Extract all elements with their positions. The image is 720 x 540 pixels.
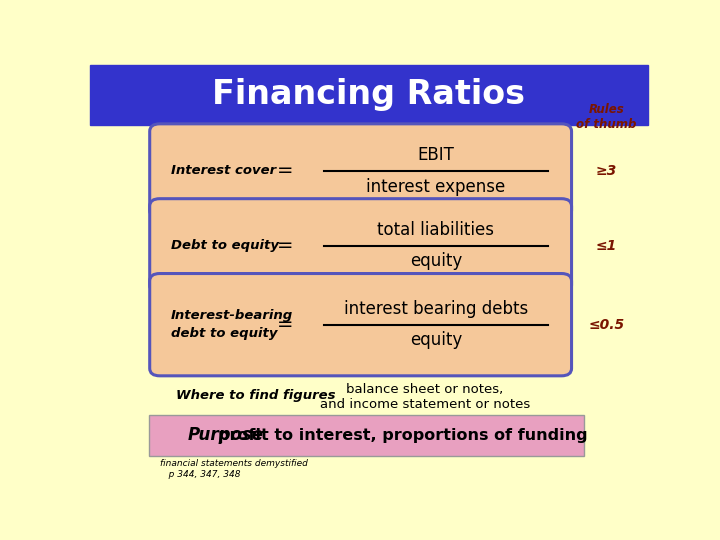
Text: ≤0.5: ≤0.5 bbox=[588, 318, 624, 332]
Text: balance sheet or notes,
and income statement or notes: balance sheet or notes, and income state… bbox=[320, 383, 530, 411]
Text: Purpose: Purpose bbox=[188, 426, 264, 444]
Text: Interest-bearing: Interest-bearing bbox=[171, 309, 293, 322]
Text: =: = bbox=[277, 161, 294, 180]
Text: interest bearing debts: interest bearing debts bbox=[344, 300, 528, 318]
Text: equity: equity bbox=[410, 332, 462, 349]
Text: financial statements demystified
   p 344, 347, 348: financial statements demystified p 344, … bbox=[160, 459, 307, 478]
Text: total liabilities: total liabilities bbox=[377, 221, 495, 239]
FancyBboxPatch shape bbox=[150, 199, 572, 293]
FancyBboxPatch shape bbox=[150, 274, 572, 376]
Text: Interest cover: Interest cover bbox=[171, 164, 276, 177]
Text: equity: equity bbox=[410, 253, 462, 271]
Text: ≥3: ≥3 bbox=[595, 164, 617, 178]
Text: =: = bbox=[277, 315, 294, 334]
Text: Debt to equity: Debt to equity bbox=[171, 239, 279, 252]
Text: =: = bbox=[277, 236, 294, 255]
Text: interest expense: interest expense bbox=[366, 178, 505, 195]
Text: Financing Ratios: Financing Ratios bbox=[212, 78, 526, 111]
Text: profit to interest, proportions of funding: profit to interest, proportions of fundi… bbox=[217, 428, 588, 443]
Bar bbox=[90, 65, 648, 125]
Text: debt to equity: debt to equity bbox=[171, 327, 277, 340]
Text: Rules
of thumb: Rules of thumb bbox=[576, 103, 636, 131]
Text: Where to find figures: Where to find figures bbox=[176, 389, 336, 402]
Text: EBIT: EBIT bbox=[418, 146, 454, 164]
FancyBboxPatch shape bbox=[148, 415, 584, 456]
FancyBboxPatch shape bbox=[150, 124, 572, 218]
Text: ≤1: ≤1 bbox=[595, 239, 617, 253]
